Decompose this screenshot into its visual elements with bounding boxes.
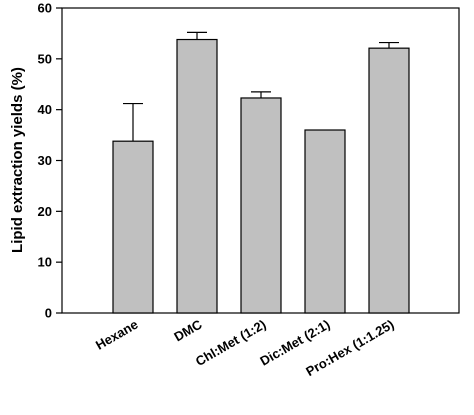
bar <box>368 47 410 314</box>
x-tick-label: Chl:Met (1:2) <box>193 317 269 369</box>
y-tick-label: 10 <box>38 255 52 270</box>
y-axis-title: Lipid extraction yields (%) <box>9 67 26 253</box>
y-tick-label: 50 <box>38 51 52 66</box>
bar <box>176 38 218 314</box>
bar <box>240 97 282 314</box>
bar <box>304 129 346 314</box>
axes-layer <box>56 7 62 314</box>
bar <box>112 140 154 314</box>
y-tick-label: 40 <box>38 102 52 117</box>
error-bars-layer <box>123 31 399 142</box>
y-tick-label: 60 <box>38 1 52 16</box>
y-tick-label: 20 <box>38 204 52 219</box>
y-tick-label: 0 <box>45 306 52 321</box>
y-tick-label: 30 <box>38 153 52 168</box>
x-tick-label: Hexane <box>93 317 141 353</box>
x-tick-label: DMC <box>171 316 205 344</box>
